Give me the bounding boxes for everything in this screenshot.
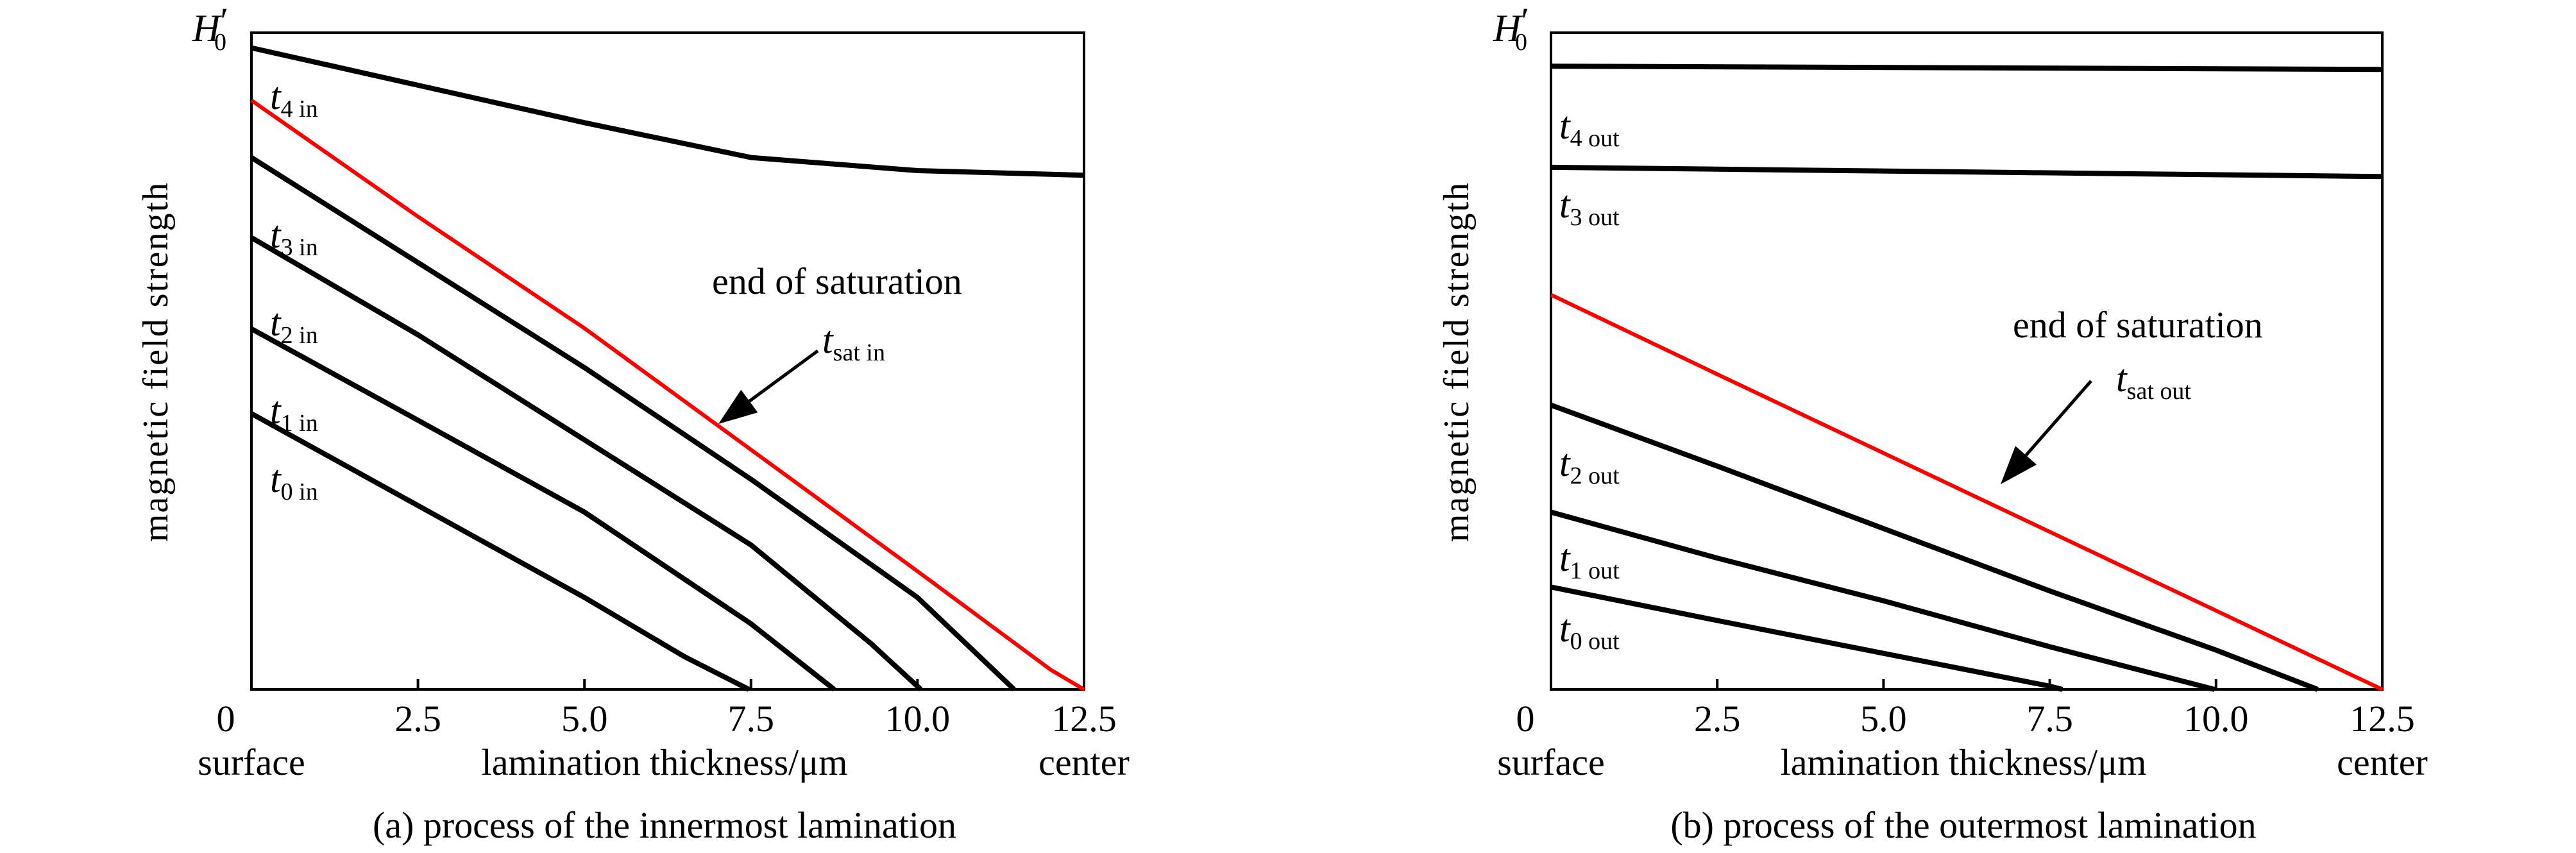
series-label-t4-in-symbol: t (270, 75, 282, 117)
x-axis-title: lamination thickness/μm (482, 741, 848, 783)
y-top-label: H′ 0 (1493, 0, 1529, 56)
series-line-t2-in (250, 235, 923, 691)
panel-caption: (a) process of the innermost lamination (373, 804, 956, 846)
series-line-t4-in (251, 45, 1085, 178)
series-label-t2-out-subscript: 2 out (1570, 462, 1620, 489)
series-line-t-sat-out (1550, 292, 2384, 691)
x-tick-label: 2.5 (394, 698, 441, 739)
x-tick-label: 10.0 (2183, 698, 2249, 739)
series-label-t3-out-symbol: t (1559, 183, 1571, 226)
series-label-t3-in-subscript: 3 in (281, 234, 318, 261)
series-label-t4-out: t4 out (1559, 105, 1620, 152)
x-tick-label: 2.5 (1694, 698, 1741, 739)
x-tick-label: 5.0 (1860, 698, 1907, 739)
annotation-arrow-shaft (748, 349, 819, 403)
series-label-t0-out: t0 out (1559, 607, 1620, 655)
y-top-label: H′ 0 (192, 0, 228, 56)
x-tick-label: 0 (217, 698, 235, 739)
annotation-arrow-label-subscript: sat out (2127, 378, 2192, 405)
plot-frame (250, 31, 1085, 691)
series-label-t0-out-subscript: 0 out (1570, 628, 1620, 655)
x-tick-label: 5.0 (561, 698, 608, 739)
series-label-t3-out-subscript: 3 out (1570, 204, 1620, 231)
series-line-t2-out (1550, 402, 2319, 692)
series-label-t2-in: t2 in (270, 301, 318, 349)
annotation-arrow-shaft (2024, 380, 2092, 457)
annotation-arrow-label-symbol: t (822, 319, 834, 361)
series-label-t0-out-symbol: t (1559, 607, 1571, 650)
series-line-t-sat-in (250, 99, 1085, 691)
annotation-arrow-label: tsat out (2116, 357, 2191, 405)
annotation-arrow-label-subscript: sat in (833, 339, 885, 366)
x-tick-label: 7.5 (2026, 698, 2073, 739)
annotation-arrow-head (718, 389, 758, 424)
series-label-t1-out-symbol: t (1559, 537, 1571, 579)
series-label-t3-in-symbol: t (270, 214, 282, 256)
annotation-arrow-label-symbol: t (2116, 357, 2128, 400)
x-tick-label: 12.5 (1051, 698, 1117, 739)
annotation-text: end of saturation (712, 260, 962, 302)
series-label-t0-in-symbol: t (270, 458, 282, 500)
series-label-t4-out-symbol: t (1559, 105, 1571, 147)
x-tick-label: 0 (1516, 698, 1535, 739)
x-tick-label: 7.5 (728, 698, 775, 739)
series-label-t2-in-subscript: 2 in (281, 322, 318, 349)
x-tick-label: 12.5 (2350, 698, 2415, 739)
panel-caption: (b) process of the outermost lamination (1670, 804, 2256, 846)
series-label-t2-in-symbol: t (270, 301, 282, 344)
annotation-arrow-head (2001, 446, 2037, 484)
annotation-text: end of saturation (2013, 304, 2263, 346)
series-line-t3-out (1550, 164, 2383, 180)
series-label-t0-in-subscript: 0 in (281, 478, 318, 505)
series-line-t1-out (1550, 509, 2216, 692)
series-label-t1-in: t1 in (270, 389, 318, 437)
series-label-t4-in: t4 in (270, 75, 318, 122)
series-label-t3-in: t3 in (270, 214, 318, 261)
series-label-t1-in-subscript: 1 in (281, 410, 318, 437)
series-label-t1-out-subscript: 1 out (1570, 557, 1620, 584)
series-label-t2-out: t2 out (1559, 442, 1620, 489)
series-label-t0-in: t0 in (270, 458, 318, 505)
plot-frame (1550, 31, 2384, 691)
x-axis-title: lamination thickness/μm (1781, 741, 2147, 783)
y-axis-title: magnetic field strength (1437, 182, 1477, 542)
series-label-t4-in-subscript: 4 in (281, 96, 318, 122)
series-label-t1-out: t1 out (1559, 537, 1620, 584)
series-label-t1-in-symbol: t (270, 389, 282, 432)
x-right-label: center (1038, 741, 1130, 783)
x-left-label: surface (198, 741, 305, 783)
annotation-arrow-label: tsat in (822, 319, 885, 366)
series-line-t0-out (1550, 584, 2063, 692)
series-label-t3-out: t3 out (1559, 183, 1620, 231)
series-label-t2-out-symbol: t (1559, 442, 1571, 484)
y-axis-title: magnetic field strength (136, 182, 176, 542)
series-label-t4-out-subscript: 4 out (1570, 125, 1620, 152)
series-line-t3-in (250, 155, 1016, 691)
x-right-label: center (2337, 741, 2428, 783)
series-line-t0-in (250, 411, 750, 692)
series-line-t1-in (250, 326, 836, 692)
x-left-label: surface (1497, 741, 1604, 783)
x-tick-label: 10.0 (885, 698, 951, 739)
series-line-t4-out (1550, 63, 2383, 72)
